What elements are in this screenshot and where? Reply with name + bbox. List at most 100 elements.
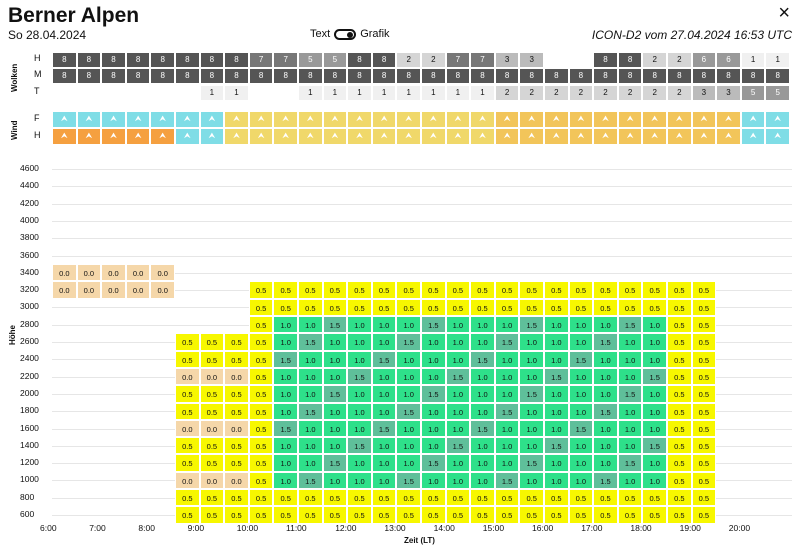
thermal-cell: 1.0 [298,316,323,334]
thermal-cell: 1.0 [544,471,569,490]
thermal-cell: 0.5 [347,506,372,524]
cloud-cell: 6 [691,52,717,68]
thermal-cell: 1.5 [445,367,471,386]
cloud-cell: 8 [593,68,618,84]
thermal-cell: 0.5 [667,454,692,472]
thermal-cell: 1.0 [273,367,298,386]
view-toggle[interactable]: Text Grafik [310,28,390,40]
x-tick-label: 18:00 [630,523,652,533]
thermal-cell: 0.5 [593,298,618,317]
cloud-cell: 6 [716,52,741,68]
thermal-cell: 1.0 [421,471,446,490]
time-axis-label: Zeit (LT) [404,536,435,545]
thermal-cell: 1.0 [470,437,495,455]
thermal-cell: 0.5 [667,506,692,524]
thermal-cell: 0.5 [175,489,200,507]
thermal-cell: 0.0 [76,281,102,299]
thermal-cell: 0.5 [691,471,717,490]
thermal-cell: 0.5 [298,506,323,524]
thermal-cell: 1.0 [273,316,298,334]
cloud-cell [568,52,594,68]
wind-arrow-icon: ⮝ [396,111,421,128]
x-tick-label: 13:00 [384,523,406,533]
thermal-cell: 0.5 [544,281,569,299]
cloud-cell: 2 [642,85,667,101]
cloud-cell: 8 [421,68,446,84]
y-tick-label: 2400 [20,353,39,364]
thermal-cell: 1.0 [642,316,667,334]
cloud-cell: 1 [765,52,790,68]
thermal-cell: 1.5 [421,385,446,403]
wind-arrow-icon: ⮝ [199,128,225,145]
thermal-cell: 1.0 [273,471,298,490]
thermal-cell: 0.5 [248,350,274,368]
y-tick-label: 3800 [20,232,39,243]
thermal-cell: 0.5 [199,454,225,472]
thermal-cell: 1.5 [617,385,643,403]
thermal-cell: 1.0 [445,471,471,490]
thermal-cell: 1.0 [396,437,421,455]
thermal-cell: 0.5 [691,402,717,420]
thermal-cell: 0.0 [101,281,126,299]
thermal-cell: 1.0 [322,333,348,351]
cloud-cell: 8 [52,68,77,84]
thermal-cell: 0.5 [667,281,692,299]
cloud-cell: 1 [396,85,421,101]
thermal-cell: 1.0 [494,367,520,386]
thermal-cell: 1.0 [593,437,618,455]
cloud-cell [101,85,126,101]
cloud-cell: 8 [347,52,372,68]
cloud-cell: 1 [199,85,225,101]
cloud-cell: 5 [322,52,348,68]
wind-arrow-icon: ⮝ [76,128,102,145]
thermal-cell: 0.5 [519,298,544,317]
wind-arrow-icon: ⮝ [101,111,126,128]
thermal-cell: 0.5 [224,333,249,351]
wind-arrow-icon: ⮝ [52,128,77,145]
thermal-cell: 0.5 [175,506,200,524]
thermal-cell: 0.5 [322,506,348,524]
cloud-cell [52,85,77,101]
thermal-cell: 1.0 [322,419,348,438]
wind-arrow-icon: ⮝ [347,111,372,128]
y-tick-label: 2200 [20,370,39,381]
y-tick-label: 600 [20,509,35,519]
toggle-switch[interactable] [334,28,357,40]
thermal-cell: 0.5 [470,298,495,317]
thermal-cell: 0.5 [248,454,274,472]
thermal-cell: 1.0 [593,385,618,403]
thermal-cell: 0.5 [494,506,520,524]
thermal-cell: 0.5 [494,298,520,317]
thermal-cell: 1.0 [298,367,323,386]
thermal-cell: 1.0 [568,333,594,351]
thermal-cell: 0.5 [199,333,225,351]
cloud-cell: 8 [101,68,126,84]
cloud-cell: 3 [494,52,520,68]
thermal-cell: 1.0 [396,316,421,334]
thermal-cell: 0.5 [322,489,348,507]
cloud-cell: 8 [593,52,618,68]
cloud-cell: 5 [298,52,323,68]
page-title: Berner Alpen [8,4,140,27]
wind-arrow-icon: ⮝ [691,111,717,128]
thermal-cell: 0.5 [396,298,421,317]
thermal-cell: 1.0 [347,419,372,438]
close-icon[interactable]: × [778,2,790,24]
thermal-cell: 1.0 [617,333,643,351]
thermal-cell: 1.0 [445,454,471,472]
cloud-cell: 2 [642,52,667,68]
x-tick-label: 11:00 [286,523,307,533]
thermal-cell: 0.5 [642,298,667,317]
thermal-cell: 1.0 [568,454,594,472]
thermal-cell: 0.5 [667,333,692,351]
thermal-cell: 0.5 [667,402,692,420]
thermal-cell: 0.5 [298,489,323,507]
thermal-cell: 0.5 [224,489,249,507]
wind-arrow-icon: ⮝ [494,111,520,128]
thermal-cell: 0.5 [568,281,594,299]
wind-arrow-icon: ⮝ [101,128,126,145]
y-tick-label: 1800 [20,405,39,416]
thermal-cell: 0.5 [224,402,249,420]
toggle-text-label: Text [310,28,331,40]
wind-arrow-icon: ⮝ [470,128,495,145]
